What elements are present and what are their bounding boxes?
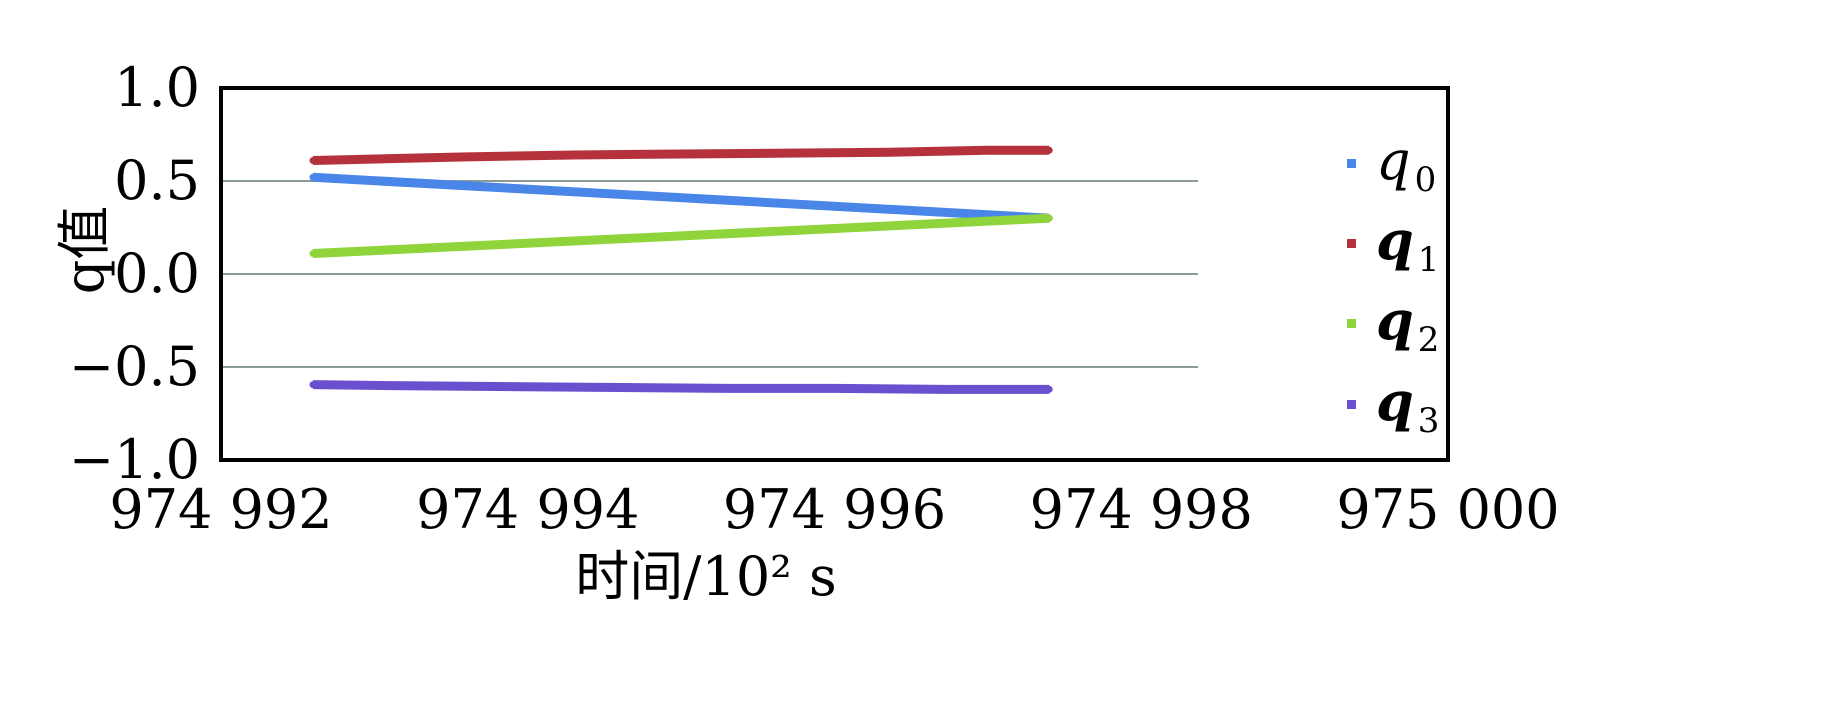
data-point-q1 <box>462 153 470 161</box>
x-tick-label: 974 996 <box>723 478 946 541</box>
data-point-q1 <box>1045 146 1053 154</box>
series-layer <box>309 145 1053 394</box>
data-point-q1 <box>892 148 900 156</box>
series-line-q2 <box>312 213 1050 259</box>
x-tick-label: 975 000 <box>1336 478 1559 541</box>
data-point-q3 <box>386 382 394 390</box>
data-point-q2 <box>1045 214 1053 222</box>
data-point-q3 <box>938 385 946 393</box>
x-tick-label: 974 994 <box>416 478 639 541</box>
y-tick-label: −0.5 <box>69 335 200 398</box>
x-tick-labels: 974 992 974 994 974 996 974 998 975 000 <box>109 478 1559 541</box>
y-tick-label: 0.5 <box>114 149 200 212</box>
x-axis-title: 时间/10² s <box>575 545 836 608</box>
series-line-q3 <box>312 380 1050 394</box>
data-point-q3 <box>831 384 838 392</box>
legend-marker-q1 <box>1347 239 1356 248</box>
legend-marker-q0 <box>1347 159 1356 168</box>
data-point-q1 <box>784 149 792 157</box>
y-axis-title: q值 <box>53 206 116 295</box>
data-point-q3 <box>309 381 317 389</box>
data-point-q1 <box>570 151 578 159</box>
data-point-q1 <box>677 150 685 158</box>
x-tick-label: 974 998 <box>1030 478 1253 541</box>
plot-frame <box>219 86 1450 462</box>
data-point-q0 <box>309 173 317 181</box>
y-tick-label: 1.0 <box>114 56 200 119</box>
legend: q 0 q 1 q 2 q 3 <box>1347 129 1439 441</box>
data-point-q3 <box>493 383 501 391</box>
data-point-q2 <box>309 250 317 258</box>
data-point-q3 <box>1045 385 1053 393</box>
data-point-q1 <box>386 155 394 163</box>
y-tick-label: 0.0 <box>114 242 200 305</box>
data-point-q1 <box>984 146 992 154</box>
legend-marker-q3 <box>1347 400 1356 409</box>
data-point-q3 <box>723 384 731 392</box>
y-tick-labels: 1.0 0.5 0.0 −0.5 −1.0 <box>69 56 200 491</box>
legend-marker-q2 <box>1347 319 1356 328</box>
y-tick-label: −1.0 <box>69 428 200 491</box>
data-point-q3 <box>616 383 624 391</box>
x-tick-label: 974 992 <box>109 478 332 541</box>
gridlines <box>221 180 1198 368</box>
series-line-q0 <box>312 172 1050 223</box>
data-point-q1 <box>309 157 317 165</box>
